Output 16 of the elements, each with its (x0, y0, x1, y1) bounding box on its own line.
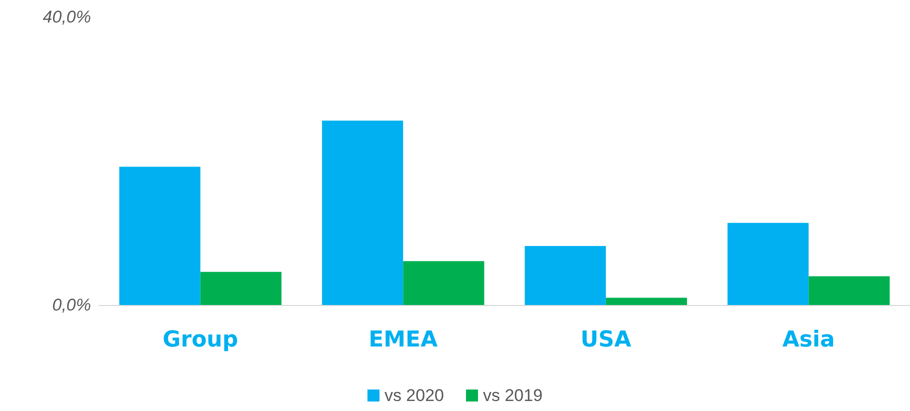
legend-label: vs 2020 (384, 386, 444, 405)
bar (200, 272, 282, 305)
y-tick-label: 0,0% (52, 296, 91, 314)
bar (119, 166, 200, 305)
y-tick-label: 40,0% (42, 8, 91, 26)
legend-label: vs 2019 (483, 386, 543, 405)
x-tick-label: Group (162, 328, 238, 352)
bar (524, 246, 606, 305)
bar (403, 261, 484, 305)
bar (322, 120, 404, 305)
x-tick-label: USA (580, 328, 632, 352)
x-tick-label: EMEA (368, 328, 438, 352)
bar (606, 298, 687, 305)
bar (728, 222, 809, 305)
bar (808, 276, 890, 305)
x-tick-label: Asia (782, 328, 835, 352)
